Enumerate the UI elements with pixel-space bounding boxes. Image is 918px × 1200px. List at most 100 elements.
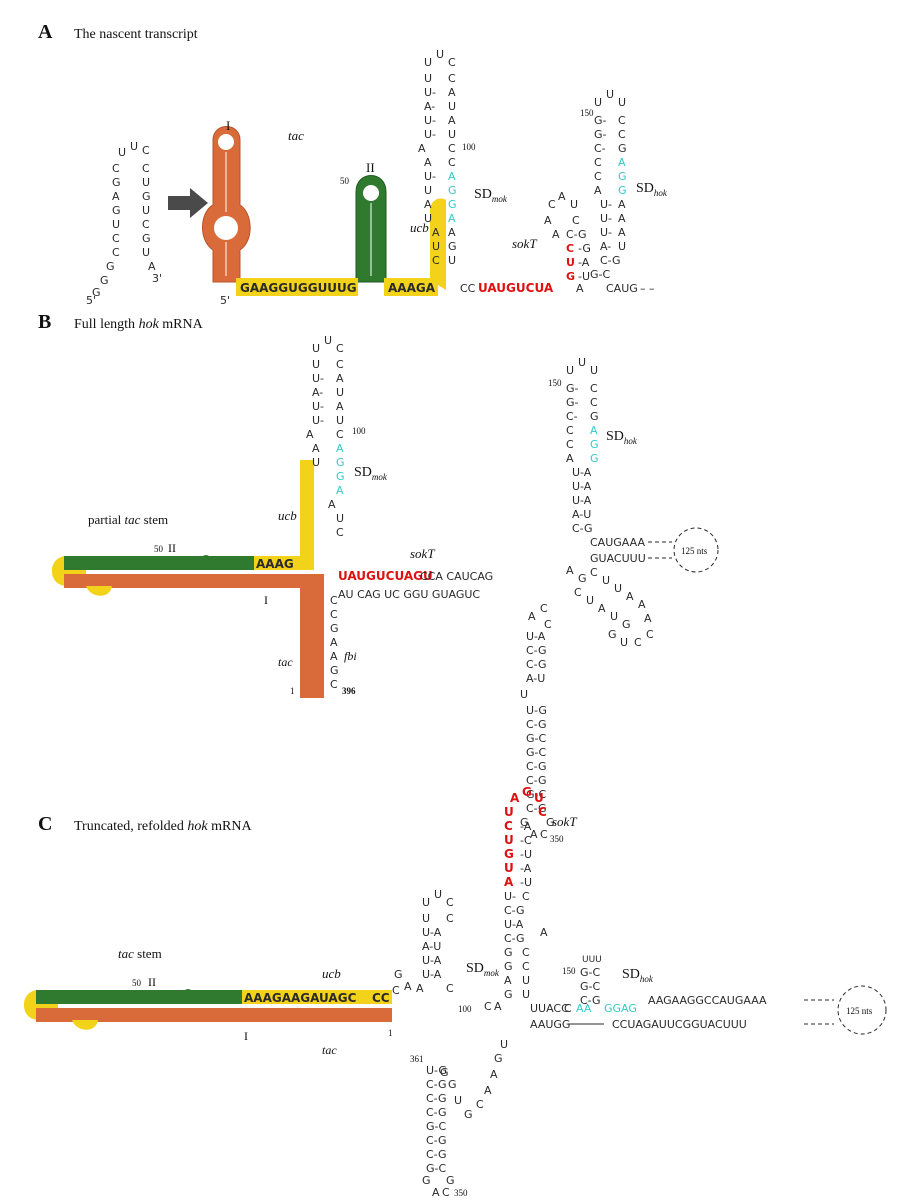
panel-c-tac-stem-label: tac stem xyxy=(118,946,162,961)
svg-text:C: C xyxy=(540,602,548,615)
panel-b-sdhok: SDhok xyxy=(606,429,638,446)
svg-text:C-: C- xyxy=(566,410,578,423)
svg-text:A: A xyxy=(330,636,338,649)
svg-text:C: C xyxy=(590,382,598,395)
panel-a-sdmok: SDmok xyxy=(474,187,508,204)
panel-a-red-seq: UAUGUCUA xyxy=(478,281,554,295)
panel-b-num396: 396 xyxy=(342,686,356,696)
svg-text:GGAG: GGAG xyxy=(604,1002,637,1015)
panel-c-num1: 1 xyxy=(388,1028,393,1038)
panel-a-stem-ii-label: II xyxy=(366,160,375,175)
svg-text:-U: -U xyxy=(578,270,590,283)
svg-text:U-: U- xyxy=(424,86,436,99)
svg-text:U: U xyxy=(324,334,332,347)
svg-text:G: G xyxy=(566,270,575,283)
svg-text:A: A xyxy=(432,226,440,239)
svg-text:A-: A- xyxy=(424,100,435,113)
svg-text:U: U xyxy=(434,888,442,901)
panel-b-ucb-label: ucb xyxy=(278,508,297,523)
panel-c-ucb-label: ucb xyxy=(322,966,341,981)
svg-text:A: A xyxy=(330,650,338,663)
svg-text:C-G: C-G xyxy=(504,904,525,917)
svg-text:A: A xyxy=(336,484,344,497)
panel-b-right-bottom: GUACUUU xyxy=(590,552,646,565)
svg-text:A: A xyxy=(418,142,426,155)
panel-a-yellow-seq2: AAAGA xyxy=(388,281,436,295)
svg-text:U: U xyxy=(566,256,575,269)
svg-text:U-A: U-A xyxy=(504,918,524,931)
svg-text:C: C xyxy=(544,618,552,631)
svg-text:A: A xyxy=(510,791,520,805)
svg-text:U: U xyxy=(590,364,598,377)
svg-text:-A: -A xyxy=(520,820,532,833)
svg-text:G: G xyxy=(446,1174,455,1187)
svg-text:U: U xyxy=(312,358,320,371)
svg-text:U: U xyxy=(448,128,456,141)
svg-text:A: A xyxy=(638,598,646,611)
panel-c-stem-i-label: I xyxy=(244,1029,248,1043)
svg-text:G: G xyxy=(112,176,121,189)
svg-text:C-G: C-G xyxy=(526,644,547,657)
svg-text:U: U xyxy=(578,356,586,369)
svg-text:G: G xyxy=(336,470,345,483)
svg-text:U-A: U-A xyxy=(422,954,442,967)
svg-text:A: A xyxy=(312,442,320,455)
panel-b-small-hairpins: AG C UUA ACU AUG ACC UG xyxy=(566,564,654,649)
svg-text:A: A xyxy=(448,86,456,99)
svg-text:G-C: G-C xyxy=(526,732,546,745)
svg-text:A: A xyxy=(528,610,536,623)
panel-b-loop-circle xyxy=(673,527,719,573)
panel-c-bottom-right: CCUAGAUUCGGUACUUU xyxy=(612,1018,747,1031)
panel-b-stem-i-label: I xyxy=(264,593,268,607)
svg-text:U: U xyxy=(436,48,444,61)
svg-text:A: A xyxy=(598,602,606,615)
svg-text:G: G xyxy=(92,286,101,299)
svg-text:C: C xyxy=(522,960,530,973)
svg-text:C: C xyxy=(336,428,344,441)
svg-text:C-G: C-G xyxy=(426,1106,447,1119)
panel-a-sokt-label: sokT xyxy=(512,236,537,251)
panel-c-num350: 350 xyxy=(454,1188,468,1198)
svg-text:C: C xyxy=(572,214,580,227)
svg-text:U: U xyxy=(570,198,578,211)
svg-text:G-C: G-C xyxy=(526,746,546,759)
svg-text:A: A xyxy=(148,260,156,273)
svg-text:AA: AA xyxy=(576,1002,592,1015)
svg-text:A: A xyxy=(552,228,560,241)
svg-text:U: U xyxy=(424,184,432,197)
svg-text:U: U xyxy=(142,176,150,189)
panel-a-tail: CAUG xyxy=(606,282,638,295)
svg-text:G: G xyxy=(504,847,514,861)
svg-text:U-: U- xyxy=(600,226,612,239)
panel-c-350-stem: UGA ACG UGG U-GC-G C-GC-G G-CC-G C-GG-C … xyxy=(422,1038,508,1199)
panel-c-stem-ii-label: II xyxy=(148,975,156,989)
svg-text:A: A xyxy=(544,214,552,227)
svg-text:A: A xyxy=(336,372,344,385)
panel-b-fbi-label: fbi xyxy=(344,649,357,663)
svg-text:C: C xyxy=(522,946,530,959)
svg-text:C: C xyxy=(448,56,456,69)
svg-text:G: G xyxy=(618,184,627,197)
svg-text:G: G xyxy=(622,618,631,631)
svg-text:A: A xyxy=(424,198,432,211)
svg-text:U: U xyxy=(614,582,622,595)
svg-text:U: U xyxy=(620,636,628,649)
panel-a-tac-label: tac xyxy=(288,128,304,143)
svg-text:C: C xyxy=(484,1000,492,1013)
panel-b-red-seq: UAUGUCUAGU xyxy=(338,569,433,583)
svg-text:C: C xyxy=(446,912,454,925)
svg-text:G: G xyxy=(440,1066,449,1079)
panel-c-loop-label: 125 nts xyxy=(846,1006,873,1016)
svg-text:C: C xyxy=(522,890,530,903)
svg-text:A: A xyxy=(336,442,344,455)
panel-a-letter: A xyxy=(38,21,53,43)
panel-b-sdmok: SDmok xyxy=(354,465,388,482)
svg-text:C-G: C-G xyxy=(526,718,547,731)
svg-text:C-G: C-G xyxy=(426,1134,447,1147)
svg-text:G: G xyxy=(522,785,532,799)
panel-c-yellow-bottom: CC xyxy=(372,991,390,1005)
svg-text:G: G xyxy=(504,960,513,973)
svg-text:G: G xyxy=(112,204,121,217)
svg-text:G: G xyxy=(448,184,457,197)
svg-text:G: G xyxy=(336,456,345,469)
